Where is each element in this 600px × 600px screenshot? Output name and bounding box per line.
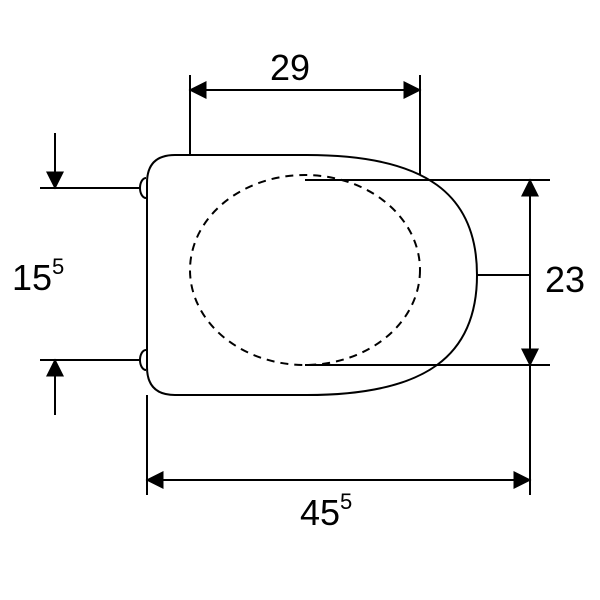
drawing-layer: 29 23 155 455 (12, 47, 585, 533)
dim-top-width: 29 (270, 47, 310, 88)
dim-right-height: 23 (545, 259, 585, 300)
technical-drawing: 29 23 155 455 (0, 0, 600, 600)
seat-outline (147, 155, 477, 395)
dim-left-hinge: 155 (12, 254, 64, 298)
seat-opening (190, 175, 420, 365)
dim-bottom-depth: 455 (300, 489, 352, 533)
